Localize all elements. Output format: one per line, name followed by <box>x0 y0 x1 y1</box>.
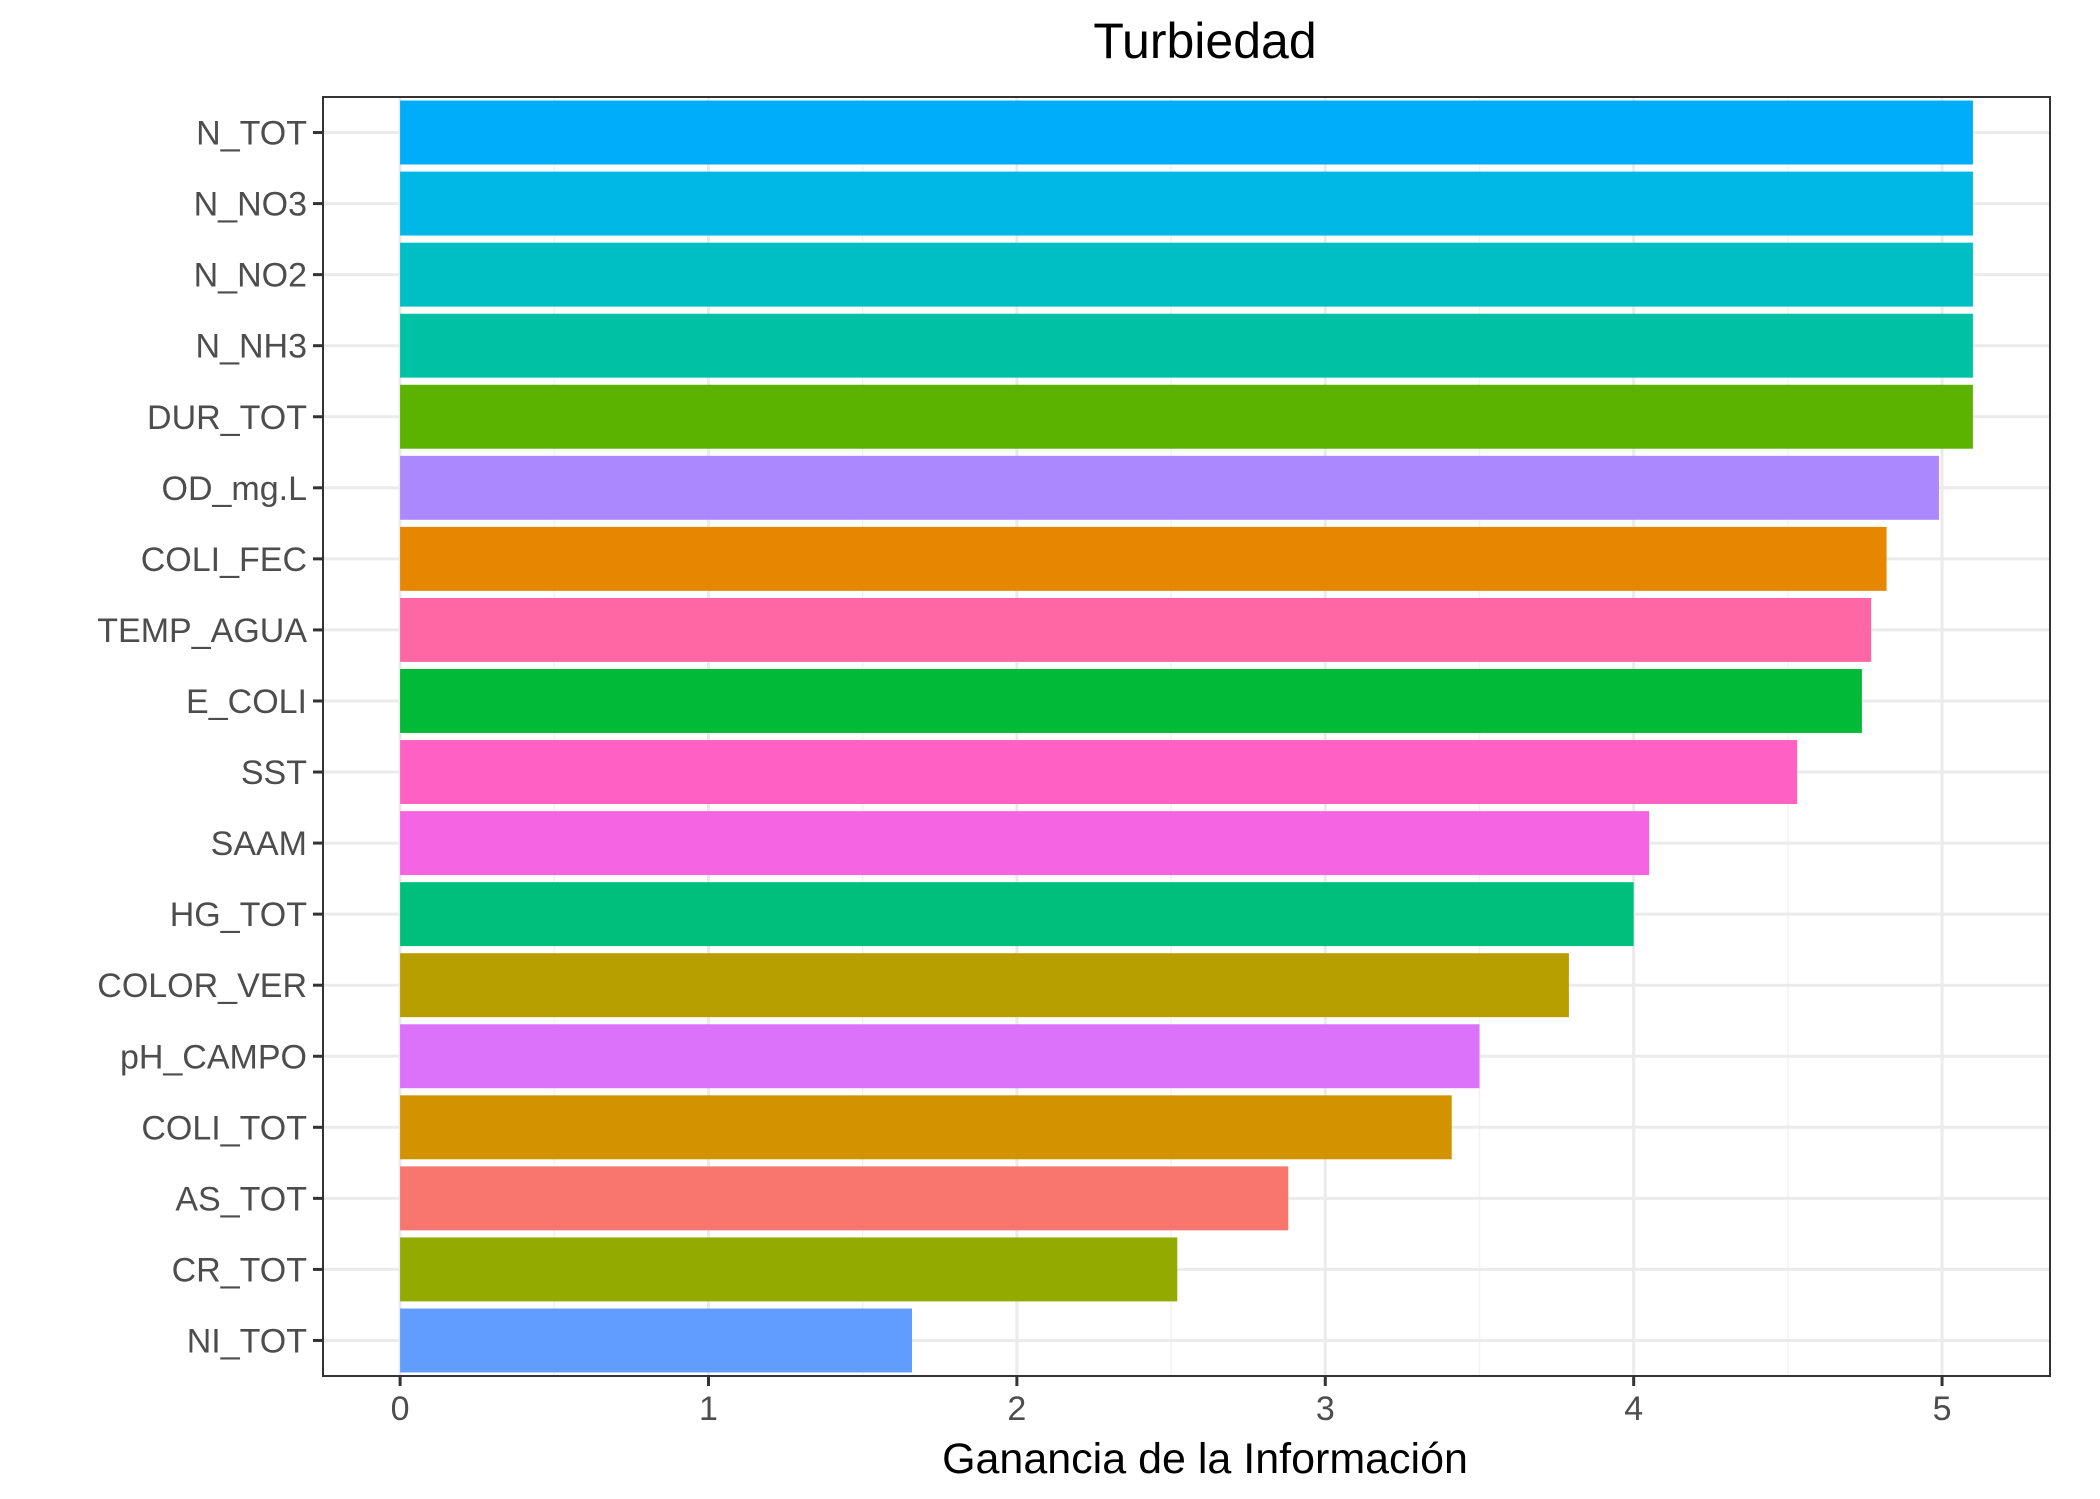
bar-cr-tot <box>400 1237 1178 1302</box>
bar-dur-tot <box>400 384 1973 449</box>
x-axis-label: Ganancia de la Información <box>942 1435 1468 1483</box>
y-tick-label: N_NH3 <box>196 328 307 366</box>
y-tick-label: OD_mg.L <box>162 470 308 508</box>
x-axis: 0 1 2 3 4 5 <box>391 1376 1952 1428</box>
bar-n-no3 <box>400 171 1973 236</box>
bar-n-nh3 <box>400 313 1973 378</box>
bar-coli-tot <box>400 1095 1452 1160</box>
y-tick-label: N_TOT <box>196 115 307 153</box>
bar-sst <box>400 740 1798 805</box>
y-tick-label: DUR_TOT <box>147 399 307 437</box>
bar-coli-fec <box>400 526 1887 591</box>
y-tick-label: CR_TOT <box>172 1251 307 1289</box>
x-tick-label: 3 <box>1316 1390 1335 1428</box>
bar-ph-campo <box>400 1024 1480 1089</box>
y-tick-label: COLOR_VER <box>97 967 307 1005</box>
y-tick-label: N_NO3 <box>194 186 307 224</box>
y-tick-label: AS_TOT <box>175 1180 307 1218</box>
bar-saam <box>400 811 1650 876</box>
bar-n-no2 <box>400 242 1973 307</box>
bars <box>400 100 1973 1373</box>
x-tick-label: 0 <box>391 1390 410 1428</box>
y-axis: N_TOT N_NO3 N_NO2 N_NH3 DUR_TOT OD_mg.L COLI_F… <box>97 115 323 1360</box>
bar-temp-agua <box>400 597 1872 662</box>
bar-e-coli <box>400 668 1862 733</box>
x-tick-label: 5 <box>1933 1390 1952 1428</box>
y-tick-label: pH_CAMPO <box>120 1038 307 1076</box>
bar-od-mg-l <box>400 455 1939 520</box>
bar-ni-tot <box>400 1308 913 1373</box>
y-tick-label: NI_TOT <box>187 1322 307 1360</box>
y-tick-label: E_COLI <box>186 683 307 721</box>
y-tick-label: SAAM <box>211 825 307 863</box>
bar-as-tot <box>400 1166 1289 1231</box>
y-tick-label: SST <box>241 754 307 792</box>
x-tick-label: 1 <box>699 1390 718 1428</box>
x-tick-label: 2 <box>1007 1390 1026 1428</box>
x-tick-label: 4 <box>1624 1390 1643 1428</box>
bar-n-tot <box>400 100 1973 165</box>
y-tick-label: HG_TOT <box>170 896 307 934</box>
chart-title: Turbiedad <box>1093 13 1316 69</box>
y-tick-label: COLI_TOT <box>141 1109 307 1147</box>
panel-border <box>322 96 2051 1377</box>
bar-color-ver <box>400 953 1569 1018</box>
y-tick-label: TEMP_AGUA <box>97 612 307 650</box>
y-tick-label: COLI_FEC <box>141 541 307 579</box>
y-tick-label: N_NO2 <box>194 257 307 295</box>
bar-hg-tot <box>400 882 1634 947</box>
